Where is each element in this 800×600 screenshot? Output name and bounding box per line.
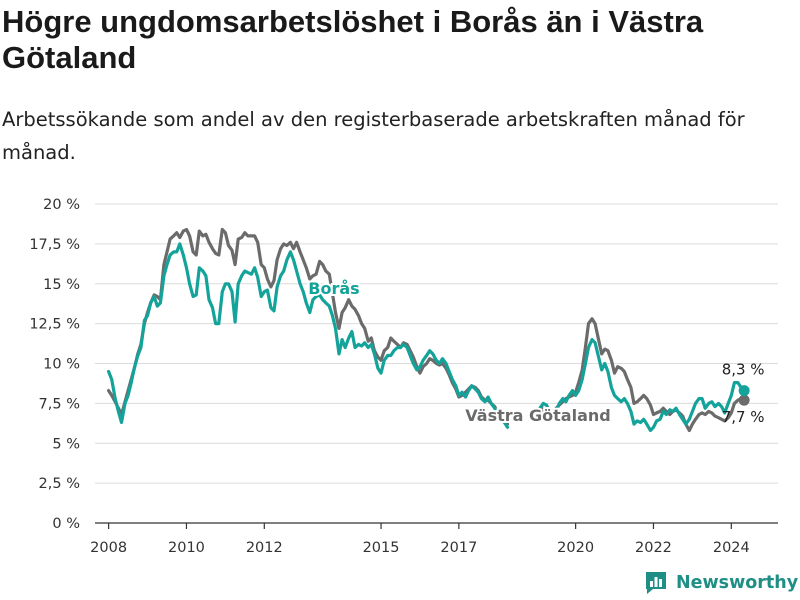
x-tick-label: 2012 — [246, 540, 283, 556]
x-tick-label: 2010 — [168, 540, 205, 556]
y-tick-label: 17,5 % — [29, 237, 80, 253]
y-tick-label: 7,5 % — [39, 396, 80, 412]
x-tick-label: 2015 — [363, 540, 400, 556]
x-tick-label: 2020 — [557, 540, 594, 556]
y-tick-label: 10 % — [43, 357, 80, 373]
x-tick-label: 2022 — [635, 540, 672, 556]
y-tick-label: 0 % — [52, 516, 80, 532]
brand-name: Newsworthy — [676, 573, 799, 593]
y-axis-tick-labels: 0 % 2,5 % 5 % 7,5 % 10 % 12,5 % 15 % 17,5 % 20 % — [29, 197, 80, 532]
x-tick-label: 2008 — [90, 540, 127, 556]
y-tick-label: 20 % — [43, 197, 80, 213]
y-tick-label: 5 % — [52, 436, 80, 452]
end-point-boras — [738, 385, 750, 397]
series-labels: 8,3 % 7,7 % Borås Västra Götaland — [306, 277, 765, 427]
y-tick-label: 15 % — [43, 277, 80, 293]
newsworthy-logo: Newsworthy — [644, 568, 798, 598]
chart-title: Högre ungdomsarbetslöshet i Borås än i V… — [2, 4, 704, 75]
series-lines — [107, 227, 746, 433]
end-label-boras: 8,3 % — [722, 361, 765, 379]
chart-subtitle: Arbetssökande som andel av den registerb… — [2, 108, 745, 164]
series-line-boras — [107, 242, 746, 433]
series-label-boras: Borås — [308, 279, 359, 298]
series-label-vastra-gotaland: Västra Götaland — [465, 406, 610, 425]
series-line-vastra-gotaland — [107, 227, 746, 433]
x-axis: 2008 2010 2012 2015 2017 2020 2022 2024 — [90, 522, 778, 556]
end-point-vastra-gotaland — [738, 394, 750, 406]
x-tick-label: 2024 — [713, 540, 750, 556]
end-label-vastra-gotaland: 7,7 % — [722, 408, 765, 426]
y-tick-label: 2,5 % — [39, 476, 80, 492]
x-tick-label: 2017 — [440, 540, 477, 556]
bar-chart-logo-icon — [646, 572, 666, 594]
y-tick-label: 12,5 % — [29, 317, 80, 333]
